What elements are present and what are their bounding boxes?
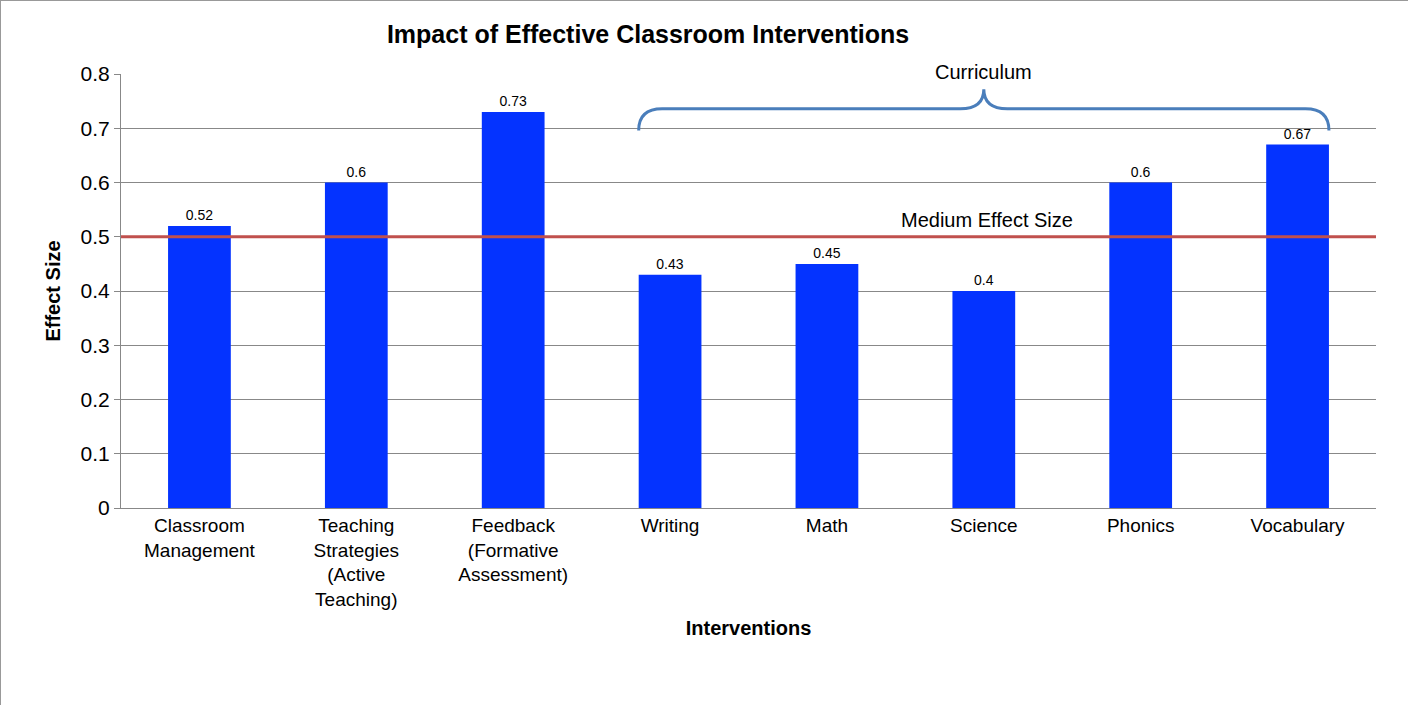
svg-text:Writing: Writing — [641, 515, 700, 536]
svg-text:0: 0 — [98, 496, 110, 519]
svg-text:Math: Math — [806, 515, 848, 536]
svg-text:0.67: 0.67 — [1284, 126, 1311, 142]
svg-text:0.43: 0.43 — [656, 256, 683, 272]
svg-text:Impact of Effective Classroom: Impact of Effective Classroom Interventi… — [387, 20, 909, 48]
svg-text:ClassroomManagement: ClassroomManagement — [144, 515, 256, 561]
svg-text:Effect Size: Effect Size — [42, 240, 64, 341]
svg-text:0.2: 0.2 — [81, 388, 110, 411]
svg-text:TeachingStrategies(ActiveTeach: TeachingStrategies(ActiveTeaching) — [314, 515, 400, 610]
svg-text:0.73: 0.73 — [499, 93, 526, 109]
svg-text:0.4: 0.4 — [81, 279, 111, 302]
svg-text:0.4: 0.4 — [974, 272, 994, 288]
svg-text:Medium Effect Size: Medium Effect Size — [901, 209, 1073, 231]
svg-text:Phonics: Phonics — [1107, 515, 1175, 536]
svg-text:0.45: 0.45 — [813, 245, 840, 261]
svg-text:Curriculum: Curriculum — [935, 61, 1032, 83]
svg-text:0.6: 0.6 — [346, 164, 366, 180]
svg-text:0.6: 0.6 — [81, 171, 110, 194]
svg-text:0.52: 0.52 — [186, 207, 213, 223]
svg-text:Vocabulary: Vocabulary — [1251, 515, 1346, 536]
svg-text:0.6: 0.6 — [1131, 164, 1151, 180]
svg-text:0.1: 0.1 — [81, 442, 110, 465]
svg-text:0.3: 0.3 — [81, 334, 110, 357]
svg-text:0.7: 0.7 — [81, 117, 110, 140]
svg-text:Interventions: Interventions — [686, 617, 812, 639]
svg-text:Science: Science — [950, 515, 1018, 536]
svg-text:0.5: 0.5 — [81, 225, 110, 248]
svg-text:Feedback(FormativeAssessment): Feedback(FormativeAssessment) — [458, 515, 568, 585]
svg-text:0.8: 0.8 — [81, 62, 110, 85]
